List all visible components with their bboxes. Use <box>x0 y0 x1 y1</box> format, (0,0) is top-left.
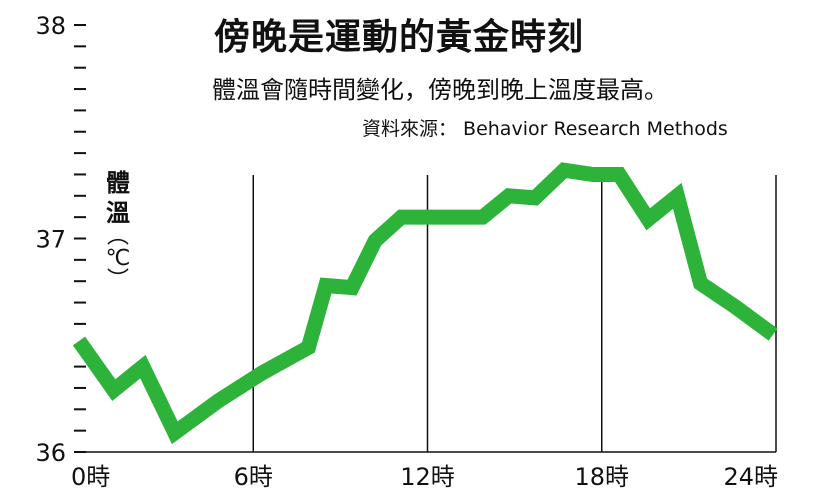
x-tick-label: 6時 <box>234 463 273 491</box>
chart-subtitle: 體溫會隨時間變化，傍晚到晚上溫度最高。 <box>212 76 668 104</box>
x-tick-label: 0時 <box>71 463 110 491</box>
y-tick-label: 36 <box>35 439 66 467</box>
y-tick-label: 37 <box>35 226 66 254</box>
y-tick-label: 38 <box>35 12 66 40</box>
x-tick-label: 24時 <box>723 463 778 491</box>
x-tick-label: 18時 <box>574 463 629 491</box>
y-axis-label-open-paren: ︵ <box>106 224 129 249</box>
y-axis <box>74 24 86 453</box>
y-axis-label: 體溫 ︵ ℃ ︶ <box>101 168 135 293</box>
y-axis-label-unit: ℃ <box>105 246 131 271</box>
chart-title: 傍晚是運動的黃金時刻 <box>214 17 585 58</box>
x-axis-tick-labels: 0時 6時 12時 18時 24時 <box>71 463 778 491</box>
y-axis-tick-labels: 36 37 38 <box>35 12 66 467</box>
series-layer <box>72 162 778 445</box>
y-axis-label-text: 體溫 <box>106 169 130 227</box>
vertical-gridlines <box>252 175 777 452</box>
y-axis-label-close-paren: ︶ <box>106 268 129 293</box>
chart-source: 資料來源： Behavior Research Methods <box>362 118 728 140</box>
x-tick-label: 12時 <box>400 463 455 491</box>
series-line-body-temperature <box>72 162 778 445</box>
